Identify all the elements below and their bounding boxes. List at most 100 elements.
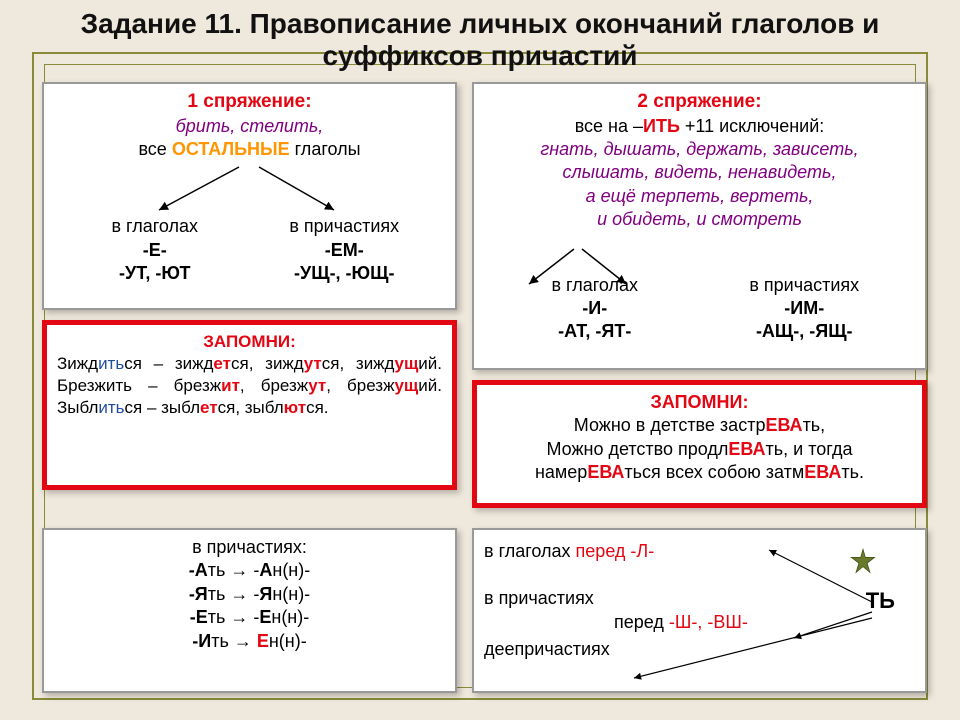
conj2-line1-pre: все на –: [575, 116, 643, 136]
t: намер: [535, 462, 587, 482]
t: , брезж: [240, 376, 308, 395]
tb-label: ТЬ: [866, 587, 895, 616]
star-icon: [849, 548, 877, 576]
conj2-exc3: а ещё терпеть, вертеть,: [484, 185, 915, 208]
t: ся, зижд: [322, 354, 395, 373]
conj1-rest-line: все ОСТАЛЬНЫЕ глаголы: [54, 138, 445, 161]
remember-2-box: ЗАПОМНИ: Можно в детстве застрЕВАть, Мож…: [472, 380, 927, 508]
t: Можно в детстве застр: [574, 415, 766, 435]
page-title: Задание 11. Правописание личных окончани…: [0, 8, 960, 72]
t: ся – зижд: [124, 354, 213, 373]
t: ся – зыбл: [125, 398, 201, 417]
remember1-line3: Зыблиться – зыблется, зыблются.: [57, 397, 442, 419]
conj1-col1-h: в глаголах: [60, 215, 250, 238]
vb-line4: деепричастиях: [484, 638, 915, 661]
conj2-line1-red: ИТЬ: [643, 116, 680, 136]
t: ют: [284, 398, 306, 417]
conj1-rest-orange: ОСТАЛЬНЫЕ: [172, 139, 290, 159]
conj2-line1-post: +11 исключений:: [680, 116, 824, 136]
conj2-col2-a: -ИМ-: [784, 298, 824, 318]
prow4: -Ить → Ен(н)-: [54, 630, 445, 653]
conj1-italic-line: брить, стелить,: [54, 115, 445, 138]
conj2-exc1: гнать, дышать, держать, зависеть,: [484, 138, 915, 161]
remember2-line3: намерЕВАться всех собою затмЕВАть.: [487, 461, 912, 484]
t: ущ: [394, 354, 418, 373]
t: Можно детство продл: [546, 439, 728, 459]
conj2-exc4: и обидеть, и смотреть: [484, 208, 915, 231]
remember1-line2: Брезжить – брезжит, брезжут, брезжущий.: [57, 375, 442, 397]
t: в глаголах: [484, 541, 576, 561]
vb-line3: перед -Ш-, -ВШ-: [484, 611, 915, 634]
conj1-col1-b: -УТ, -ЮТ: [119, 263, 191, 283]
conj2-exc2: слышать, видеть, ненавидеть,: [484, 161, 915, 184]
vb-line2: в причастиях ТЬ: [484, 587, 915, 610]
t: ий.: [418, 354, 442, 373]
t: ить: [98, 398, 124, 417]
t: ит: [221, 376, 240, 395]
t: -А: [189, 560, 208, 580]
participles-header: в причастиях:: [54, 536, 445, 559]
t: ть →: [211, 631, 257, 651]
t: н(н)-: [272, 560, 310, 580]
t: ся, зижд: [231, 354, 304, 373]
conj1-col1: в глаголах -Е- -УТ, -ЮТ: [60, 215, 250, 285]
conj1-col2-a: -ЕМ-: [325, 240, 364, 260]
participles-suffix-box: в причастиях: -Ать → -Ан(н)- -Ять → -Ян(…: [42, 528, 457, 693]
t: ут: [304, 354, 322, 373]
verb-before-l-box: в глаголах перед -Л- в причастиях ТЬ пер…: [472, 528, 927, 693]
t: ет: [200, 398, 218, 417]
t: ий.: [418, 376, 442, 395]
t: Брезжить – брезж: [57, 376, 221, 395]
t: ться всех собою затм: [624, 462, 804, 482]
t: перед: [614, 612, 669, 632]
t: Е: [259, 607, 271, 627]
t: ся.: [306, 398, 328, 417]
conjugation-1-box: 1 спряжение: брить, стелить, все ОСТАЛЬН…: [42, 82, 457, 310]
t: н(н)-: [272, 584, 310, 604]
conj1-col1-a: -Е-: [143, 240, 167, 260]
conjugation-2-box: 2 спряжение: все на –ИТЬ +11 исключений:…: [472, 82, 927, 370]
conj1-col2-b: -УЩ-, -ЮЩ-: [294, 263, 394, 283]
prow3: -Еть → -Ен(н)-: [54, 606, 445, 629]
prow1: -Ать → -Ан(н)-: [54, 559, 445, 582]
conj1-header: 1 спряжение:: [54, 90, 445, 115]
t: ет: [213, 354, 231, 373]
t: ЕВА: [765, 415, 802, 435]
t: Зижд: [57, 354, 98, 373]
conj2-header: 2 спряжение:: [484, 90, 915, 115]
conj2-col1-a: -И-: [582, 298, 607, 318]
t: А: [259, 560, 272, 580]
t: ЕВА: [587, 462, 624, 482]
remember2-line2: Можно детство продлЕВАть, и тогда: [487, 438, 912, 461]
t: ть → -: [208, 560, 260, 580]
t: ть,: [803, 415, 826, 435]
conj1-rest-post: глаголы: [290, 139, 361, 159]
t: -Е: [190, 607, 208, 627]
conj2-col2-h: в причастиях: [700, 274, 910, 297]
t: Е: [257, 631, 269, 651]
conj2-line1: все на –ИТЬ +11 исключений:: [484, 115, 915, 138]
t: ЕВА: [728, 439, 765, 459]
t: , брезж: [326, 376, 394, 395]
remember-1-box: ЗАПОМНИ: Зиждиться – зиждется, зиждутся,…: [42, 320, 457, 490]
t: ить: [98, 354, 124, 373]
t: ся, зыбл: [218, 398, 284, 417]
t: ущ: [394, 376, 418, 395]
conj1-col2: в причастиях -ЕМ- -УЩ-, -ЮЩ-: [250, 215, 440, 285]
prow2: -Ять → -Ян(н)-: [54, 583, 445, 606]
conj1-arrows: [44, 162, 459, 222]
t: н(н)-: [269, 631, 307, 651]
t: ут: [308, 376, 326, 395]
remember2-header: ЗАПОМНИ:: [487, 391, 912, 414]
t: ть → -: [208, 607, 260, 627]
t: н(н)-: [271, 607, 309, 627]
remember2-line1: Можно в детстве застрЕВАть,: [487, 414, 912, 437]
t: в причастиях: [484, 588, 594, 608]
t: -И: [192, 631, 211, 651]
t: ть → -: [208, 584, 260, 604]
conj1-rest-pre: все: [138, 139, 171, 159]
t: ть.: [841, 462, 864, 482]
conj2-col1-h: в глаголах: [490, 274, 700, 297]
t: Я: [259, 584, 272, 604]
conj1-col2-h: в причастиях: [250, 215, 440, 238]
